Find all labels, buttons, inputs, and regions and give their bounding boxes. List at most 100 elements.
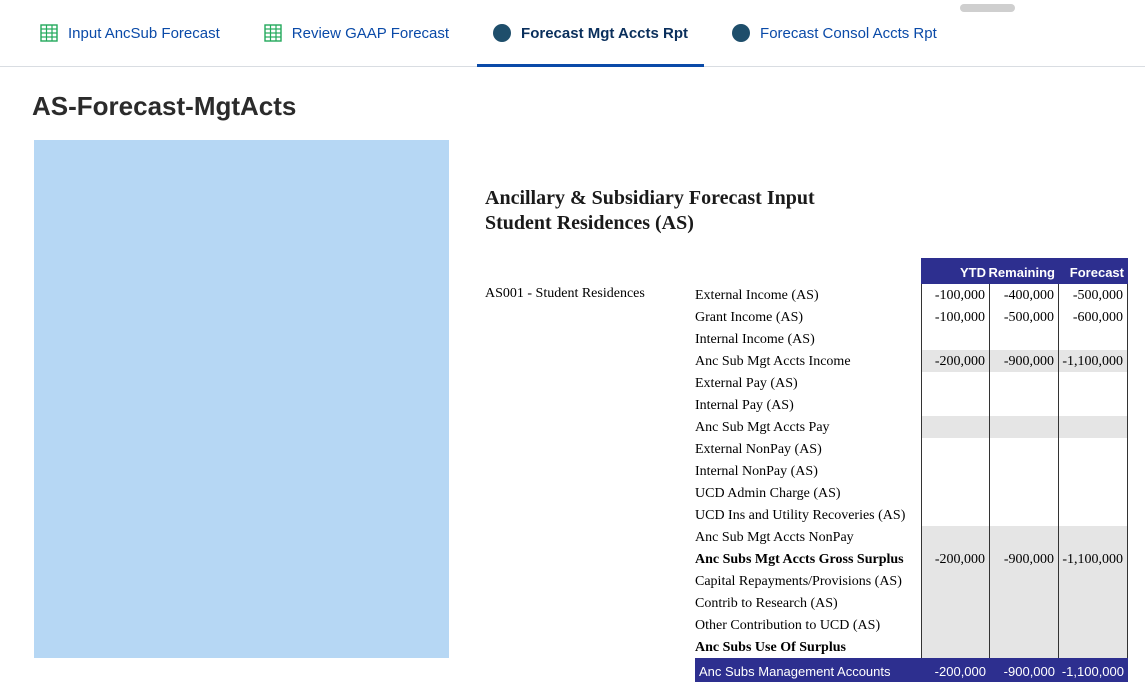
cell-0 xyxy=(921,438,990,460)
cell-0 xyxy=(921,592,990,614)
row-label: Grant Income (AS) xyxy=(695,306,921,328)
table-row: Anc Subs Mgt Accts Gross Surplus-200,000… xyxy=(485,548,1145,570)
table-row: Anc Sub Mgt Accts NonPay xyxy=(485,526,1145,548)
table-row: Anc Subs Management Accounts-200,000-900… xyxy=(485,658,1145,682)
col-unit-header xyxy=(485,258,695,284)
unit-cell xyxy=(485,636,695,658)
table-row: Anc Subs Use Of Surplus xyxy=(485,636,1145,658)
row-label: Capital Repayments/Provisions (AS) xyxy=(695,570,921,592)
cell-0 xyxy=(921,328,990,350)
row-label: Internal Pay (AS) xyxy=(695,394,921,416)
row-label: Anc Sub Mgt Accts NonPay xyxy=(695,526,921,548)
cell-2: -1,100,000 xyxy=(1059,548,1128,570)
cell-1 xyxy=(990,394,1059,416)
row-label: Internal Income (AS) xyxy=(695,328,921,350)
cell-0 xyxy=(921,416,990,438)
unit-cell: AS001 - Student Residences xyxy=(485,284,695,306)
grid-icon xyxy=(264,24,282,42)
row-label: Contrib to Research (AS) xyxy=(695,592,921,614)
cell-2 xyxy=(1059,526,1128,548)
col-header-1: Remaining xyxy=(990,258,1059,284)
cell-1: -900,000 xyxy=(990,548,1059,570)
col-label-header xyxy=(695,258,921,284)
tab-input-ancsub-forecast[interactable]: Input AncSub Forecast xyxy=(30,16,230,56)
unit-cell xyxy=(485,438,695,460)
tab-review-gaap-forecast[interactable]: Review GAAP Forecast xyxy=(254,16,459,56)
report-area: Ancillary & Subsidiary Forecast Input St… xyxy=(485,140,1145,682)
row-label: Anc Sub Mgt Accts Income xyxy=(695,350,921,372)
unit-cell xyxy=(485,306,695,328)
row-label: Anc Subs Use Of Surplus xyxy=(695,636,921,658)
table-row: Grant Income (AS)-100,000-500,000-600,00… xyxy=(485,306,1145,328)
table-row: UCD Admin Charge (AS) xyxy=(485,482,1145,504)
cell-1: -500,000 xyxy=(990,306,1059,328)
grid-header-row: YTDRemainingForecast xyxy=(485,258,1145,284)
unit-cell xyxy=(485,328,695,350)
cell-2 xyxy=(1059,460,1128,482)
cell-2: -500,000 xyxy=(1059,284,1128,306)
cell-2 xyxy=(1059,328,1128,350)
cell-0 xyxy=(921,614,990,636)
row-label: UCD Admin Charge (AS) xyxy=(695,482,921,504)
cell-2 xyxy=(1059,438,1128,460)
cell-0 xyxy=(921,482,990,504)
row-label: Anc Subs Management Accounts xyxy=(695,658,921,682)
cell-1: -900,000 xyxy=(990,350,1059,372)
cell-0 xyxy=(921,460,990,482)
cell-0: -200,000 xyxy=(921,548,990,570)
table-row: AS001 - Student ResidencesExternal Incom… xyxy=(485,284,1145,306)
cell-1 xyxy=(990,482,1059,504)
cell-1 xyxy=(990,504,1059,526)
row-label: Internal NonPay (AS) xyxy=(695,460,921,482)
unit-cell xyxy=(485,570,695,592)
cell-2: -1,100,000 xyxy=(1059,350,1128,372)
cell-1: -400,000 xyxy=(990,284,1059,306)
table-row: Internal Pay (AS) xyxy=(485,394,1145,416)
main-content: Ancillary & Subsidiary Forecast Input St… xyxy=(0,140,1145,682)
cell-0 xyxy=(921,394,990,416)
cell-1 xyxy=(990,416,1059,438)
unit-cell xyxy=(485,592,695,614)
cell-0: -100,000 xyxy=(921,306,990,328)
row-label: UCD Ins and Utility Recoveries (AS) xyxy=(695,504,921,526)
cell-1 xyxy=(990,570,1059,592)
unit-cell xyxy=(485,416,695,438)
cell-0: -200,000 xyxy=(921,658,990,682)
cell-2 xyxy=(1059,570,1128,592)
unit-cell xyxy=(485,372,695,394)
cell-1 xyxy=(990,372,1059,394)
filter-panel[interactable] xyxy=(34,140,449,658)
cell-1 xyxy=(990,460,1059,482)
cell-2 xyxy=(1059,372,1128,394)
cell-0: -100,000 xyxy=(921,284,990,306)
tab-label: Input AncSub Forecast xyxy=(68,25,220,42)
row-label: External Pay (AS) xyxy=(695,372,921,394)
report-title: Ancillary & Subsidiary Forecast Input St… xyxy=(485,186,1145,236)
table-row: Contrib to Research (AS) xyxy=(485,592,1145,614)
col-header-0: YTD xyxy=(921,258,990,284)
tab-forecast-consol-accts-rpt[interactable]: Forecast Consol Accts Rpt xyxy=(722,16,947,56)
tab-label: Forecast Mgt Accts Rpt xyxy=(521,25,688,42)
cell-2 xyxy=(1059,592,1128,614)
cell-0 xyxy=(921,526,990,548)
table-row: Internal Income (AS) xyxy=(485,328,1145,350)
cell-0: -200,000 xyxy=(921,350,990,372)
table-row: External NonPay (AS) xyxy=(485,438,1145,460)
unit-cell xyxy=(485,394,695,416)
table-row: External Pay (AS) xyxy=(485,372,1145,394)
cell-2 xyxy=(1059,482,1128,504)
cell-1 xyxy=(990,438,1059,460)
row-label: External Income (AS) xyxy=(695,284,921,306)
tab-forecast-mgt-accts-rpt[interactable]: Forecast Mgt Accts Rpt xyxy=(483,16,698,56)
unit-cell xyxy=(485,350,695,372)
unit-cell xyxy=(485,504,695,526)
unit-cell xyxy=(485,460,695,482)
report-title-line1: Ancillary & Subsidiary Forecast Input xyxy=(485,187,815,209)
cell-1 xyxy=(990,526,1059,548)
cell-1 xyxy=(990,328,1059,350)
dot-icon xyxy=(732,24,750,42)
report-grid: YTDRemainingForecastAS001 - Student Resi… xyxy=(485,258,1145,682)
cell-2 xyxy=(1059,614,1128,636)
row-label: Anc Sub Mgt Accts Pay xyxy=(695,416,921,438)
tab-label: Review GAAP Forecast xyxy=(292,25,449,42)
